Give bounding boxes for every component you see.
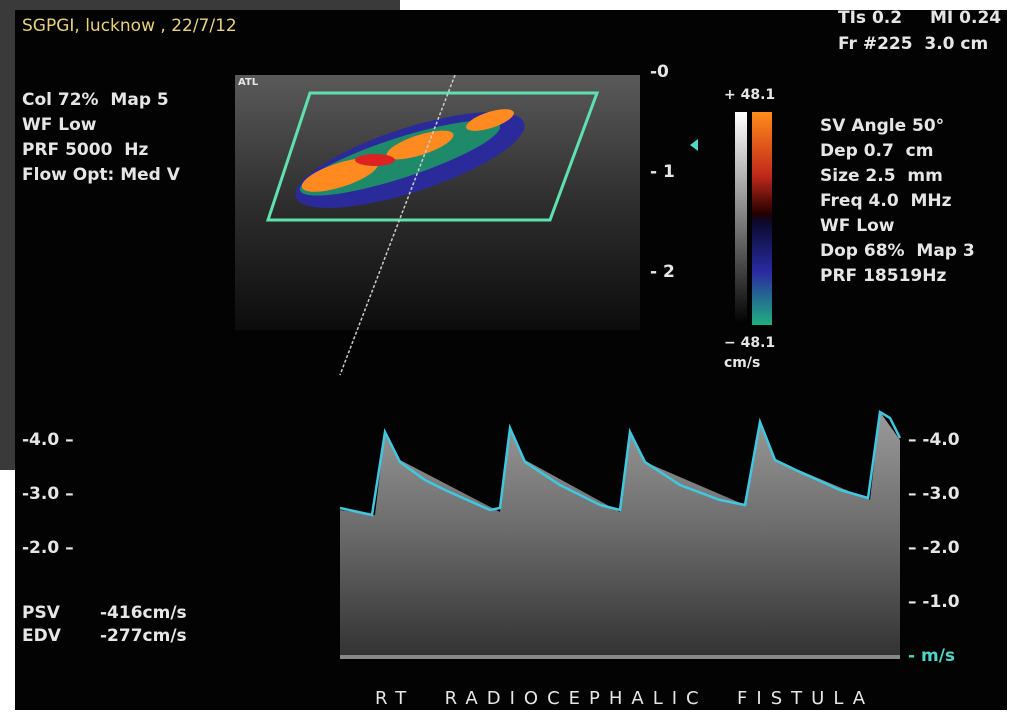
right-scale-label: – -3.0 xyxy=(908,486,960,503)
doppler-setting: WF Low xyxy=(820,218,895,235)
left-scale-label: -2.0 – xyxy=(22,540,74,557)
right-scale-label: – -1.0 xyxy=(908,594,960,611)
left-scale-label: -4.0 – xyxy=(22,432,74,449)
edv-label: EDV xyxy=(22,628,61,645)
right-scale-label: – -4.0 xyxy=(908,432,960,449)
right-scale-label: – -2.0 xyxy=(908,540,960,557)
b-mode xyxy=(235,75,640,330)
doppler-setting: PRF 18519Hz xyxy=(820,268,946,285)
doppler-setting: Dop 68% Map 3 xyxy=(820,243,975,260)
depth-tick: - 2 xyxy=(650,264,675,281)
site-label: SGPGI, lucknow , 22/7/12 xyxy=(22,18,237,35)
left-scale-label: -3.0 – xyxy=(22,486,74,503)
depth-tick: - 1 xyxy=(650,164,675,181)
color-setting: PRF 5000 Hz xyxy=(22,142,148,159)
page: SGPGI, lucknow , 22/7/12 TIs 0.2 MI 0.24… xyxy=(0,0,1017,713)
doppler-setting: Dep 0.7 cm xyxy=(820,143,933,160)
color-min: − 48.1 xyxy=(724,336,775,350)
mi: MI 0.24 xyxy=(930,10,1001,27)
gray-bar xyxy=(735,112,747,325)
color-max: + 48.1 xyxy=(724,88,775,102)
psv-label: PSV xyxy=(22,605,60,622)
color-bar xyxy=(752,112,772,325)
doppler-setting: SV Angle 50° xyxy=(820,118,944,135)
color-setting: Flow Opt: Med V xyxy=(22,167,180,184)
psv-value: -416cm/s xyxy=(100,605,187,622)
color-setting: Col 72% Map 5 xyxy=(22,92,169,109)
footer-label: RT RADIOCEPHALIC FISTULA xyxy=(375,690,874,708)
doppler-setting: Freq 4.0 MHz xyxy=(820,193,952,210)
tis: TIs 0.2 xyxy=(838,10,902,27)
edv-value: -277cm/s xyxy=(100,628,187,645)
scale-unit: - m/s xyxy=(908,648,955,665)
color-unit: cm/s xyxy=(724,356,760,370)
color-setting: WF Low xyxy=(22,117,97,134)
doppler-setting: Size 2.5 mm xyxy=(820,168,943,185)
depth-tick: -0 xyxy=(650,64,669,81)
frame-info: Fr #225 3.0 cm xyxy=(838,36,988,53)
probe-label: ATL xyxy=(238,78,258,88)
